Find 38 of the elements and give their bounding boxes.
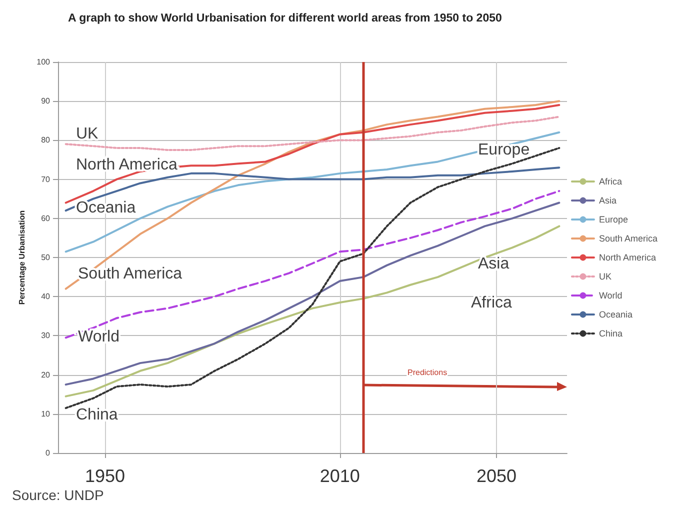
- legend-label: Asia: [598, 196, 616, 206]
- y-tick-label: 10: [41, 409, 51, 418]
- source-note: Source: UNDP: [12, 487, 104, 503]
- legend-label: UK: [598, 272, 612, 282]
- annotation: Oceania: [76, 200, 136, 216]
- x-tick-label: 1950: [84, 466, 126, 486]
- legend-label: Europe: [598, 214, 628, 224]
- y-tick-label: 80: [41, 136, 51, 145]
- chart-title: A graph to show World Urbanisation for different world areas from 1950 to 2050: [68, 12, 502, 24]
- legend-label: Oceania: [598, 310, 633, 320]
- annotation: Africa: [471, 294, 512, 312]
- legend-label: World: [598, 290, 622, 300]
- x-tick-label: 2010: [320, 466, 360, 486]
- annotation: North America: [76, 156, 178, 174]
- y-tick-label: 90: [41, 96, 51, 106]
- legend-label: Africa: [598, 176, 622, 186]
- y-tick-label: 30: [41, 331, 51, 340]
- legend-label: China: [598, 328, 622, 338]
- annotation: Europe: [478, 142, 530, 158]
- line-series: [64, 202, 560, 386]
- legend-label: South America: [598, 234, 658, 244]
- y-tick-label: 50: [41, 253, 51, 262]
- annotation: Predictions: [408, 368, 448, 377]
- y-tick-label: 100: [36, 58, 51, 66]
- y-tick-label: 60: [41, 214, 51, 223]
- annotation: Asia: [478, 256, 510, 272]
- annotation: World: [78, 328, 120, 346]
- y-tick-label: 20: [41, 370, 51, 380]
- x-tick-label: 2050: [476, 466, 517, 486]
- line-series: [64, 100, 560, 290]
- legend-label: North America: [598, 252, 656, 262]
- line-series: [64, 225, 560, 398]
- annotation: China: [76, 406, 118, 424]
- y-axis-title: Percentage Urbanisation: [17, 210, 26, 305]
- y-tick-label: 70: [41, 174, 51, 184]
- annotation: UK: [76, 126, 99, 142]
- y-tick-label: 0: [46, 448, 51, 458]
- y-tick-label: 40: [41, 292, 51, 302]
